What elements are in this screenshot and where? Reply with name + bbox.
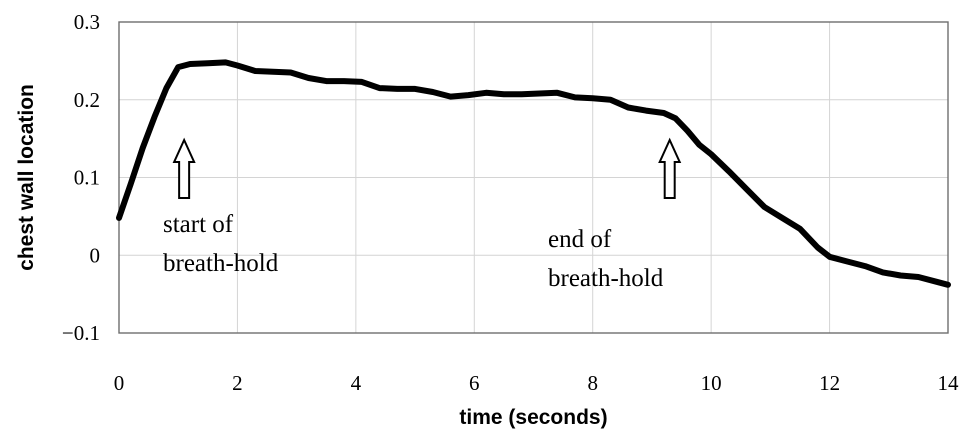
x-tick-label: 2 [232, 371, 243, 395]
plot-frame [118, 21, 949, 334]
end-arrow-icon [658, 137, 682, 199]
series-layer [116, 59, 951, 288]
y-tick-labels: −0.1 0 0.1 0.2 0.3 [62, 10, 100, 345]
y-axis-title: chest wall location [15, 84, 38, 271]
x-tick-label: 10 [701, 371, 722, 395]
annotation-start-line2: breath-hold [163, 250, 279, 277]
y-tick-label: 0.3 [74, 10, 100, 34]
x-tick-label: 4 [351, 371, 362, 395]
start-arrow-icon [172, 137, 196, 199]
x-tick-label: 6 [469, 371, 480, 395]
y-tick-label: −0.1 [62, 321, 100, 345]
x-tick-label: 8 [587, 371, 598, 395]
annotation-start-line1: start of [163, 211, 234, 238]
x-tick-labels: 0 2 4 6 8 10 12 14 [114, 371, 959, 395]
y-tick-label: 0.2 [74, 88, 100, 112]
annotation-end-line1: end of [548, 226, 612, 253]
x-tick-label: 14 [938, 371, 960, 395]
series-line [116, 59, 951, 288]
y-tick-label: 0.1 [74, 166, 100, 190]
annotation-arrows [172, 137, 682, 199]
y-tick-label: 0 [90, 243, 101, 267]
annotation-end-line2: breath-hold [548, 265, 664, 292]
x-tick-label: 0 [114, 371, 125, 395]
x-axis-title: time (seconds) [459, 406, 607, 429]
grid-lines [119, 22, 948, 333]
x-tick-label: 12 [819, 371, 840, 395]
